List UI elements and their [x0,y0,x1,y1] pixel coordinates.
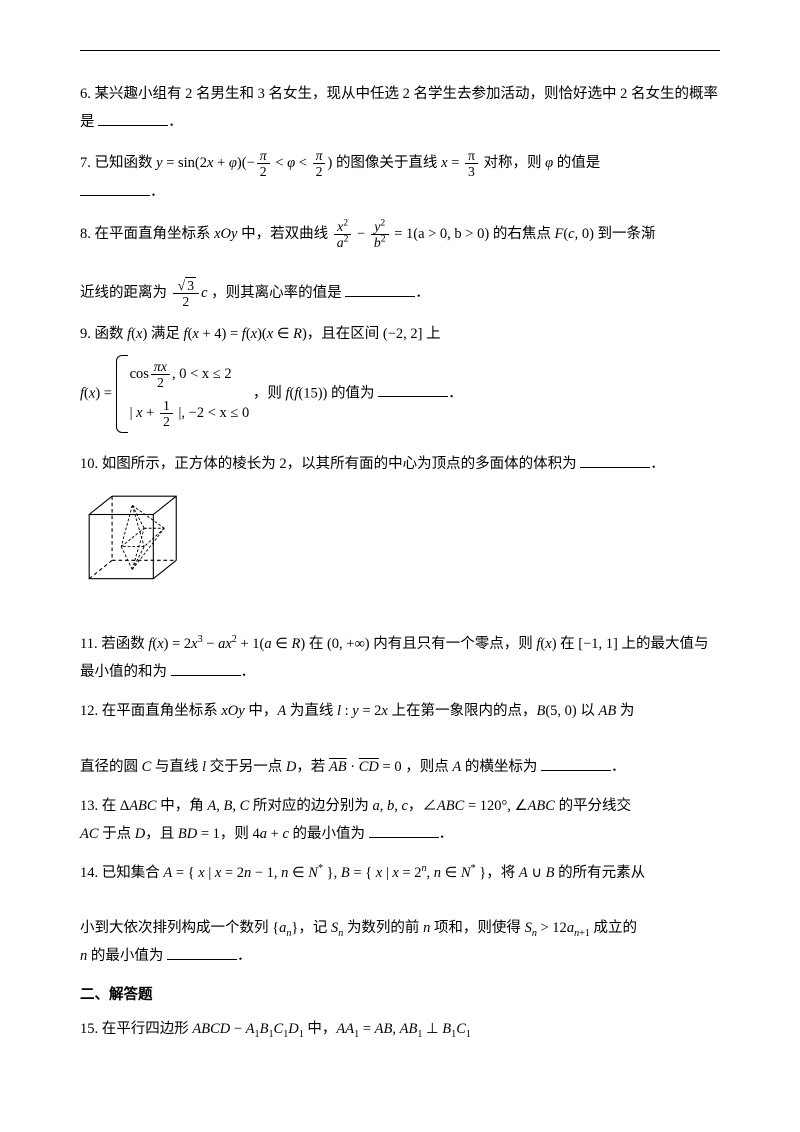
q14-line1: 14. 已知集合 A = { x | x = 2n − 1, n ∈ N* },… [80,865,645,881]
q12-vectors: AB · CD = 0 [329,759,402,775]
q13-line2: AC 于点 D，且 BD = 1，则 4a + c 的最小值为 [80,826,365,842]
question-13: 13. 在 ΔABC 中，角 A, B, C 所对应的边分别为 a, b, c，… [80,793,720,848]
q14-line2: 小到大依次排列构成一个数列 {an}，记 Sn 为数列的前 n 项和，则使得 S… [80,920,637,936]
q13-blank [369,823,439,838]
q8-blank [345,282,415,297]
page-top-rule [80,50,720,51]
question-7: 7. 已知函数 y = sin(2x + φ)(−π2 < φ < π2) 的图… [80,148,720,207]
q7-mid: 的图像关于直线 [336,155,441,171]
q11-period: ． [241,664,256,680]
q8-mid: 的右焦点 F(c, 0) 到一条渐 [493,226,656,242]
q9-case2: | x + 12 |, −2 < x ≤ 0 [130,394,250,433]
q12-line2-pre: 直径的圆 C 与直线 l 交于另一点 D，若 [80,759,329,775]
q7-pre: 7. 已知函数 [80,155,156,171]
q9-case1: cosπx2, 0 < x ≤ 2 [130,355,250,394]
q12-line1: 12. 在平面直角坐标系 xOy 中，A 为直线 l : y = 2x 上在第一… [80,703,634,719]
q9-period: ． [448,385,463,401]
q12-blank [541,756,611,771]
question-15: 15. 在平行四边形 ABCD − A1B1C1D1 中，AA1 = AB, A… [80,1016,720,1044]
q7-blank [80,182,150,197]
cube-octahedron-icon [80,487,190,597]
q8-dist: 32c [171,285,208,301]
brace-icon [116,355,128,434]
question-8: 8. 在平面直角坐标系 xOy 中，若双曲线 x2a2 − y2b2 = 1(a… [80,219,720,309]
q14-period: ． [237,948,252,964]
question-6: 6. 某兴趣小组有 2 名男生和 3 名女生，现从中任选 2 名学生去参加活动，… [80,81,720,136]
q13-line1: 13. 在 ΔABC 中，角 A, B, C 所对应的边分别为 a, b, c，… [80,798,631,814]
q8-post: ，则其离心率的值是 [211,285,342,301]
q13-period: ． [439,826,454,842]
question-9: 9. 函数 f(x) 满足 f(x + 4) = f(x)(x ∈ R)，且在区… [80,321,720,439]
q9-fx-label: f(x) = [80,385,116,401]
q8-period: ． [415,285,430,301]
q10-period: ． [650,456,665,472]
question-14: 14. 已知集合 A = { x | x = 2n − 1, n ∈ N* },… [80,860,720,970]
q7-xeq: x = π3 [441,155,480,171]
q12-period: ． [611,759,626,775]
q9-piecewise: cosπx2, 0 < x ≤ 2 | x + 12 |, −2 < x ≤ 0 [116,355,250,434]
question-11: 11. 若函数 f(x) = 2x3 − ax2 + 1(a ∈ R) 在 (0… [80,631,720,686]
q8-line2-pre: 近线的距离为 [80,285,171,301]
q9-blank [378,383,448,398]
q11-blank [171,661,241,676]
q6-blank [98,111,168,126]
q14-blank [167,945,237,960]
q8-pre: 8. 在平面直角坐标系 xOy 中，若双曲线 [80,226,332,242]
cube-diagram [80,479,720,620]
question-12: 12. 在平面直角坐标系 xOy 中，A 为直线 l : y = 2x 上在第一… [80,698,720,781]
q14-line3: n 的最小值为 [80,948,163,964]
q6-period: ． [168,114,183,130]
q7-period: ． [150,184,165,200]
question-10: 10. 如图所示，正方体的棱长为 2，以其所有面的中心为顶点的多面体的体积为 ． [80,451,720,619]
q9-pre: 9. 函数 f(x) 满足 f(x + 4) = f(x)(x ∈ R)，且在区… [80,326,441,342]
q12-post: ，则点 A 的横坐标为 [405,759,537,775]
q7-formula: y = sin(2x + φ)(−π2 < φ < π2) [156,155,332,171]
section-2-heading: 二、解答题 [80,982,720,1010]
q10-blank [580,454,650,469]
q7-post: 对称，则 φ 的值是 [484,155,601,171]
q9-post: ，则 f(f(15)) 的值为 [253,385,375,401]
q15-text: 15. 在平行四边形 ABCD − A1B1C1D1 中，AA1 = AB, A… [80,1021,471,1037]
q10-text: 10. 如图所示，正方体的棱长为 2，以其所有面的中心为顶点的多面体的体积为 [80,456,577,472]
q8-hyperbola: x2a2 − y2b2 = 1(a > 0, b > 0) [332,226,493,242]
